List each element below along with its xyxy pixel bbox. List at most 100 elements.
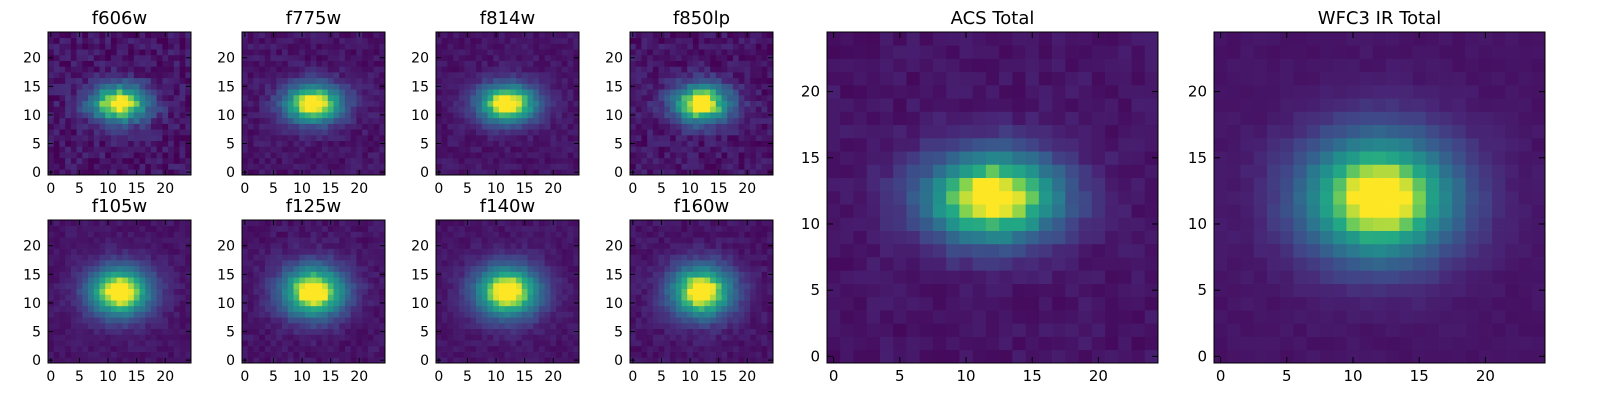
heatmap-cell	[333, 66, 340, 73]
heatmap-cell	[664, 77, 671, 84]
heatmap-cell	[738, 311, 745, 318]
heatmap-cell	[652, 117, 659, 124]
heatmap-cell	[293, 322, 300, 330]
heatmap-cell	[538, 317, 546, 324]
heatmap-cell	[156, 357, 163, 364]
heatmap-cell	[755, 357, 762, 364]
heatmap-cell	[168, 231, 175, 238]
heatmap-cell	[458, 271, 465, 278]
heatmap-cell	[373, 72, 380, 79]
heatmap-cell	[322, 37, 329, 44]
heatmap-cell	[316, 220, 323, 227]
heatmap-cell	[282, 334, 289, 341]
heatmap-cell	[704, 317, 711, 324]
heatmap-cell	[242, 49, 249, 56]
heatmap-cell	[447, 112, 454, 119]
heatmap-cell	[732, 282, 740, 289]
heatmap-cell	[367, 277, 374, 284]
heatmap-cell	[333, 237, 340, 244]
heatmap-cell	[168, 157, 175, 164]
heatmap-cell	[350, 43, 357, 50]
heatmap-cell	[470, 32, 477, 39]
heatmap-cell	[687, 94, 694, 101]
heatmap-cell	[521, 317, 528, 324]
heatmap-cell	[487, 140, 494, 147]
heatmap-cell	[110, 152, 117, 159]
heatmap-cell	[88, 129, 95, 136]
heatmap-cell	[481, 334, 488, 341]
heatmap-cell	[521, 248, 528, 255]
heatmap-cell	[470, 317, 477, 324]
heatmap-cell	[322, 322, 329, 330]
heatmap-cell	[76, 129, 83, 136]
heatmap-cell	[498, 242, 505, 249]
heatmap-cell	[704, 77, 711, 84]
heatmap-cell	[173, 248, 180, 255]
heatmap-cell	[282, 140, 289, 147]
heatmap-cell	[487, 271, 494, 278]
heatmap-cell	[647, 49, 654, 56]
heatmap-cell	[362, 328, 369, 335]
heatmap-cell	[259, 237, 266, 244]
heatmap-cell	[116, 300, 123, 307]
heatmap-cell	[88, 237, 95, 244]
heatmap-cell	[544, 294, 551, 301]
heatmap-cell	[692, 77, 699, 84]
heatmap-cell	[82, 237, 89, 244]
heatmap-cell	[122, 54, 129, 61]
heatmap-cell	[110, 140, 117, 147]
heatmap-cell	[362, 94, 369, 101]
heatmap-cell	[710, 351, 717, 358]
heatmap-cell	[350, 225, 357, 232]
heatmap-cell	[504, 248, 511, 255]
heatmap-cell	[647, 89, 654, 96]
heatmap-cell	[259, 54, 266, 61]
heatmap-cell	[447, 77, 454, 84]
heatmap-cell	[93, 277, 100, 284]
heatmap-cell	[356, 66, 363, 73]
heatmap-cell	[128, 37, 135, 44]
heatmap-cell	[464, 300, 471, 307]
heatmap-cell	[481, 77, 488, 84]
heatmap-cell	[453, 328, 460, 335]
heatmap-cell	[70, 311, 77, 318]
heatmap-cell	[367, 271, 374, 278]
heatmap-cell	[185, 123, 192, 130]
heatmap-cell	[110, 282, 117, 289]
heatmap-cell	[732, 317, 740, 324]
heatmap-cell	[441, 140, 448, 147]
heatmap-cell	[732, 157, 740, 164]
heatmap-cell	[436, 43, 443, 50]
heatmap-cell	[247, 260, 254, 267]
heatmap-cell	[498, 169, 505, 176]
heatmap-cell	[498, 32, 505, 39]
heatmap-cell	[88, 328, 95, 335]
heatmap-cell	[373, 106, 380, 113]
heatmap-cell	[362, 32, 369, 39]
heatmap-cell	[561, 322, 568, 330]
heatmap-cell	[259, 357, 266, 364]
heatmap-cell	[122, 220, 129, 227]
heatmap-cell	[373, 77, 380, 84]
heatmap-cell	[510, 271, 517, 278]
heatmap-cell	[441, 271, 448, 278]
heatmap-cell	[247, 49, 254, 56]
heatmap-cell	[664, 49, 671, 56]
heatmap-cell	[253, 54, 260, 61]
heatmap-cell	[727, 112, 734, 119]
heatmap-cell	[65, 60, 72, 67]
heatmap-cell	[299, 311, 306, 318]
heatmap-cell	[458, 72, 465, 79]
heatmap-cell	[264, 254, 271, 261]
heatmap-cell	[133, 225, 140, 232]
heatmap-cell	[533, 225, 540, 232]
heatmap-cell	[116, 117, 123, 124]
heatmap-cell	[179, 169, 186, 176]
heatmap-cell	[65, 54, 72, 61]
heatmap-cell	[635, 123, 642, 130]
heatmap-cell	[145, 260, 152, 267]
heatmap-cell	[493, 294, 500, 301]
heatmap-cell	[641, 163, 648, 170]
heatmap-cell	[276, 334, 283, 341]
heatmap-cell	[179, 334, 186, 341]
